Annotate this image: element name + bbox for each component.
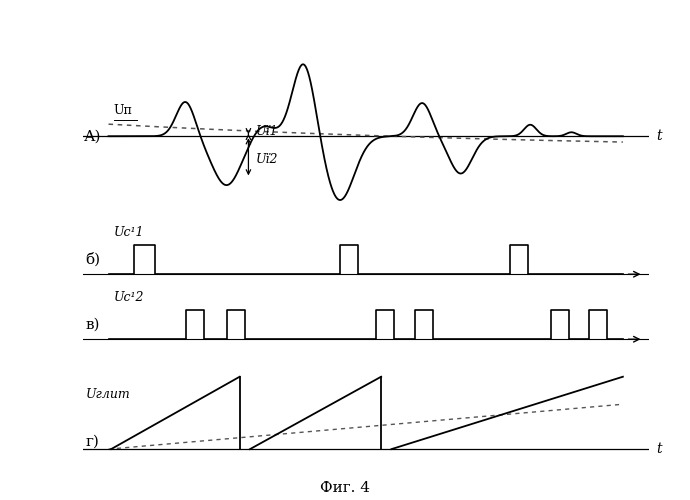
Text: в): в)	[86, 318, 100, 332]
Text: г): г)	[86, 435, 99, 449]
Text: б): б)	[86, 252, 101, 267]
Text: А): А)	[83, 129, 101, 143]
Text: Uглит: Uглит	[86, 388, 130, 402]
Text: Uс¹2: Uс¹2	[114, 292, 144, 304]
Text: Uс¹1: Uс¹1	[114, 226, 144, 239]
Text: t: t	[656, 129, 662, 143]
Text: t: t	[656, 442, 662, 456]
Text: Uї2: Uї2	[256, 153, 279, 166]
Text: Uї1: Uї1	[256, 125, 279, 138]
Text: Фиг. 4: Фиг. 4	[320, 481, 370, 495]
Text: Uп: Uп	[114, 104, 132, 117]
